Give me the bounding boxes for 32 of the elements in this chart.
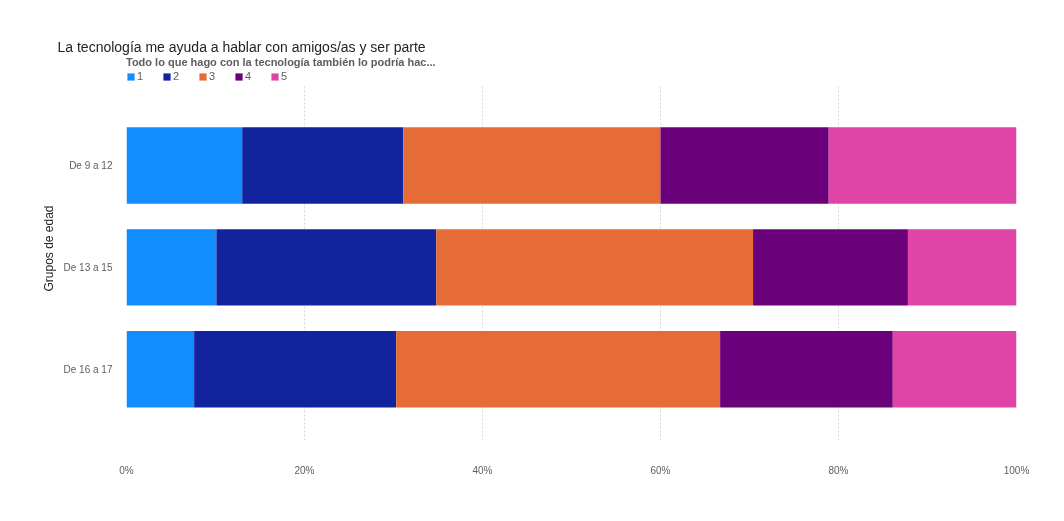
bar xyxy=(892,331,1017,408)
bar xyxy=(403,127,661,204)
bar xyxy=(660,127,829,204)
bar xyxy=(242,127,404,204)
bar xyxy=(216,229,437,306)
y-tick-label: De 13 a 15 xyxy=(63,261,113,273)
y-axis-title: Grupos de edad xyxy=(41,205,56,292)
y-tick-label: De 16 a 17 xyxy=(63,363,113,375)
x-tick-label: 100% xyxy=(1003,464,1030,476)
bar xyxy=(126,331,195,408)
chart-title: La tecnología me ayuda a hablar con amigos/as y ser parte xyxy=(57,38,426,55)
bar xyxy=(194,331,397,408)
bar xyxy=(396,331,721,408)
x-tick-label: 0% xyxy=(119,464,134,476)
x-tick-label: 60% xyxy=(650,464,671,476)
bar xyxy=(828,127,1017,204)
bar xyxy=(753,229,908,306)
legend-label: 2 xyxy=(173,70,181,82)
x-tick-label: 40% xyxy=(472,464,493,476)
bar xyxy=(907,229,1017,306)
bar xyxy=(436,229,754,306)
legend-label: 5 xyxy=(281,70,289,82)
legend-title: Todo lo que hago con la tecnología también lo podría hac... xyxy=(126,56,436,68)
legend-label: 4 xyxy=(245,70,253,82)
legend-label: 3 xyxy=(209,70,217,82)
bar xyxy=(126,229,217,306)
bar xyxy=(720,331,893,408)
legend-label: 1 xyxy=(137,70,145,82)
bar xyxy=(126,127,243,204)
x-tick-label: 20% xyxy=(294,464,315,476)
x-tick-label: 80% xyxy=(828,464,849,476)
y-tick-label: De 9 a 12 xyxy=(69,159,113,171)
